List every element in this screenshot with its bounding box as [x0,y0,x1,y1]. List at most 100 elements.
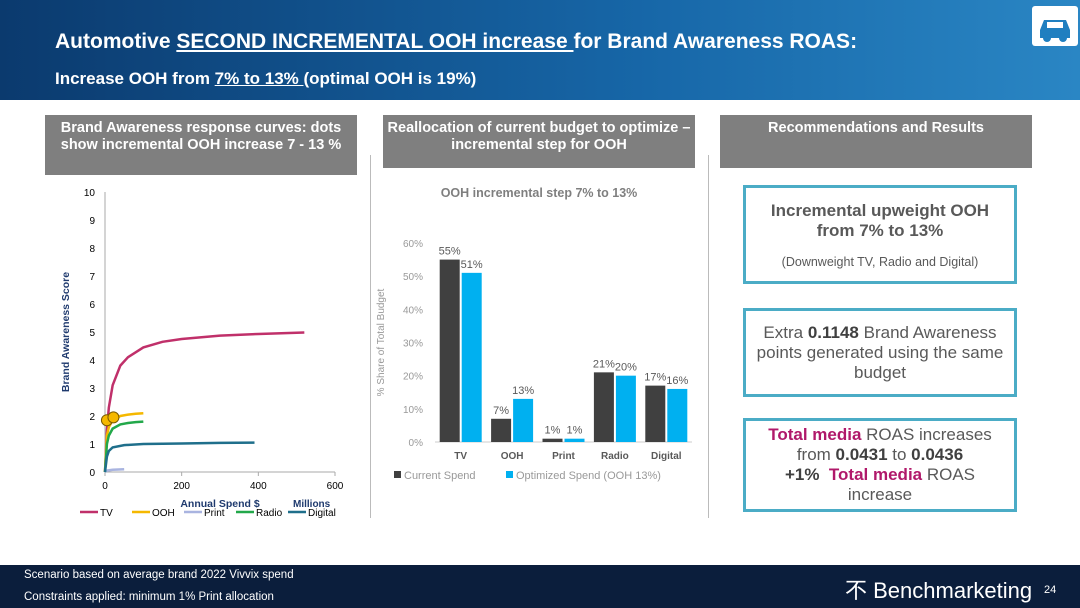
x-tick-label: Radio [601,451,629,462]
rec-box: Extra 0.1148 Brand Awareness points gene… [743,308,1017,397]
response-chart: 0 1 2 3 4 5 6 7 8 9 10 0 200 400 600 Brand Awareness Sc… [60,188,344,519]
subtitle-part: (optimal OOH is 19%) [303,69,477,88]
brand: 不 Benchmarketing [845,578,1033,603]
bar [513,398,534,442]
car-svg [1040,20,1070,42]
bar-value-label: 55% [439,246,461,258]
bar-value-label: 51% [461,259,483,271]
footer-band [0,565,1080,608]
text: ROAS increase [847,465,976,504]
legend-label: Optimized Spend (OOH 13%) [516,470,661,482]
y-tick-label: 4 [89,356,95,367]
rec-text: Extra 0.1148 Brand Awareness points gene… [754,323,1006,383]
footer-note: Scenario based on average brand 2022 Viv… [24,569,294,581]
text: 0.1148 [807,322,859,342]
y-tick-label: 6 [89,300,95,311]
legend-label: Print [204,508,225,519]
y-tick-label: 30% [403,339,423,350]
x-axis-unit: Millions [293,499,331,510]
y-tick-label: 0 [89,468,95,479]
text: 0.0436 [911,445,964,464]
marker [107,411,120,424]
bar [645,385,666,442]
bar [667,388,688,442]
y-tick-label: 3 [89,384,95,395]
text: +1% [784,465,820,484]
y-tick-label: 0% [409,438,424,449]
legend-swatch [506,471,513,478]
legend-label: Digital [308,508,336,519]
legend-label: Current Spend [404,470,476,482]
bar-value-label: 1% [567,425,583,437]
legend-swatch [394,471,401,478]
bar-value-label: 21% [593,358,615,370]
text: ROAS increases from [796,425,992,464]
text: Brand Awareness points generated using t… [756,322,1004,382]
y-tick-label: 8 [89,244,95,255]
y-axis-label: % Share of Total Budget [376,288,387,396]
title-part: Automotive [55,30,177,53]
bar-value-label: 1% [545,425,561,437]
subtitle-part: 7% to 13% [214,69,304,88]
y-axis-label: Brand Awareness Score [60,272,72,392]
y-tick-label: 9 [89,216,95,227]
text: to [887,445,912,464]
y-tick-label: 1 [89,440,95,451]
text: Total media [828,465,923,484]
y-tick-label: 50% [403,272,423,283]
panel-header: Brand Awareness response curves: dots sh… [45,115,357,175]
rec-title: Incremental upweight OOH from 7% to 13% [770,200,990,240]
bar-value-label: 17% [644,372,666,384]
legend-label: TV [100,508,113,519]
rec-box: Incremental upweight OOH from 7% to 13% … [743,185,1017,284]
bar-value-label: 7% [493,405,509,417]
chart-title: OOH incremental step 7% to 13% [441,186,638,200]
series-line [103,441,255,473]
bar-value-label: 13% [512,385,534,397]
y-tick-label: 60% [403,239,423,250]
title-part: for Brand Awareness ROAS: [573,30,858,53]
bar [439,259,460,442]
bar [461,272,482,442]
brand-name: Benchmarketing [873,578,1033,603]
x-axis-label: Annual Spend $ [180,498,260,510]
panel-header: Recommendations and Results [720,115,1032,168]
x-tick-label: Print [552,451,575,462]
y-tick-label: 2 [89,412,95,423]
bar [615,375,636,442]
title-part: SECOND INCREMENTAL OOH increase [176,30,574,53]
bar [491,418,512,442]
subtitle-part: Increase OOH from [55,69,215,88]
legend-label: OOH [152,508,175,519]
x-tick-label: TV [454,451,467,462]
y-tick-label: 7 [89,272,95,283]
budget-chart: OOH incremental step 7% to 13% % Share of… [376,186,692,482]
car-icon [1032,6,1078,46]
y-tick-label: 10% [403,405,423,416]
x-tick-label: 200 [173,481,190,492]
series-line [103,331,305,473]
legend-label: Radio [256,508,283,519]
title: Automotive SECOND INCREMENTAL OOH increa… [55,30,857,54]
y-tick-label: 20% [403,372,423,383]
rec-note: (Downweight TV, Radio and Digital) [781,254,979,269]
text: 0.0431 [835,445,888,464]
rec-text: Total media ROAS increases from 0.0431 t… [754,425,1006,505]
bar [593,372,614,442]
panel-header: Reallocation of current budget to optimi… [383,115,695,168]
subtitle: Increase OOH from 7% to 13% (optimal OOH… [55,69,476,89]
series-line [103,420,144,473]
page-number: 24 [1044,584,1057,596]
y-tick-label: 5 [89,328,95,339]
separator [708,155,709,518]
x-tick-label: 0 [102,481,108,492]
bar-value-label: 20% [615,362,637,374]
footer-note: Constraints applied: minimum 1% Print al… [24,591,274,603]
x-tick-label: 400 [250,481,267,492]
text: Extra [763,322,808,342]
bar [564,438,585,442]
y-tick-label: 10 [84,188,96,199]
x-tick-label: Digital [651,451,682,462]
y-tick-label: 40% [403,305,423,316]
separator [370,155,371,518]
